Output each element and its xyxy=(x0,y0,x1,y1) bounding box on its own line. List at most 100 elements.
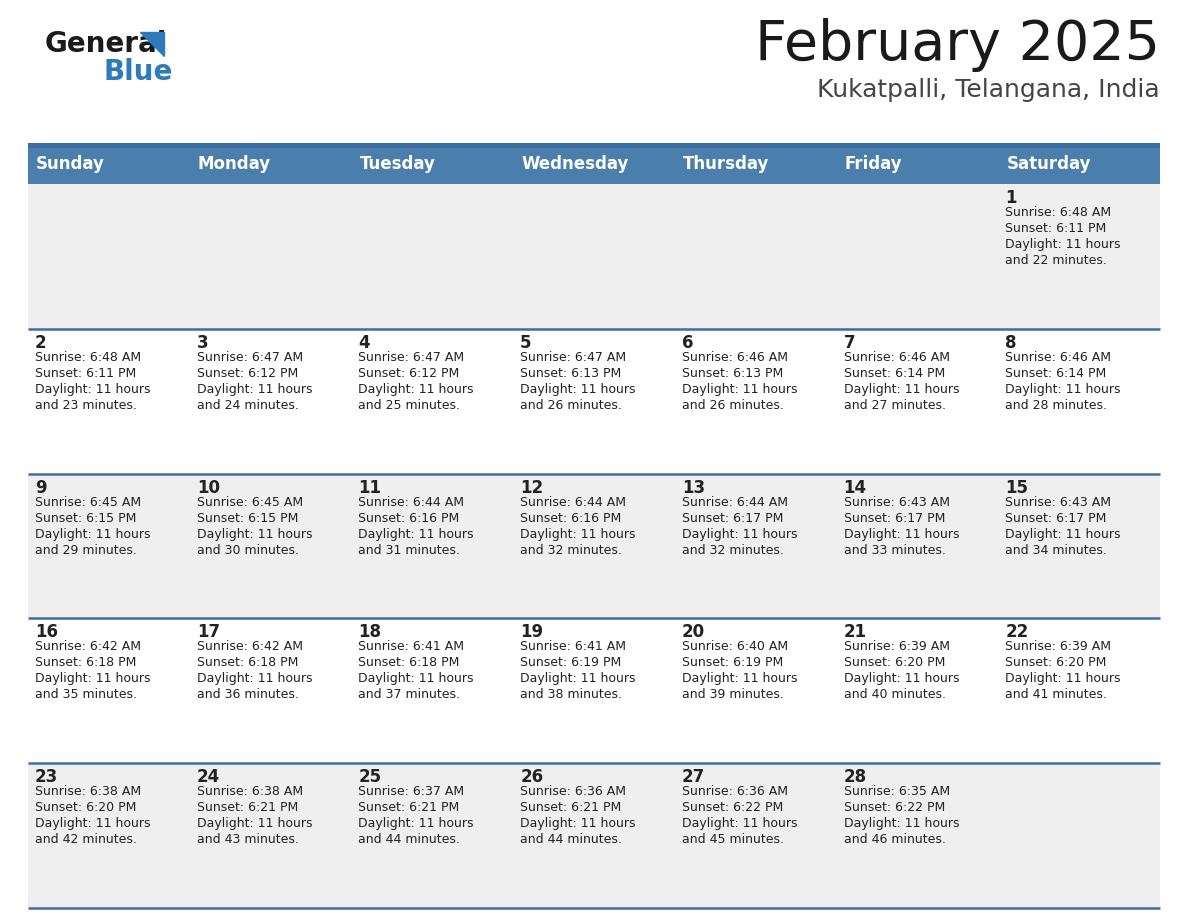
Text: Sunrise: 6:38 AM: Sunrise: 6:38 AM xyxy=(197,785,303,798)
Text: 19: 19 xyxy=(520,623,543,642)
Text: Sunset: 6:20 PM: Sunset: 6:20 PM xyxy=(1005,656,1107,669)
Text: Daylight: 11 hours: Daylight: 11 hours xyxy=(682,817,797,830)
Text: and 26 minutes.: and 26 minutes. xyxy=(520,398,623,412)
Text: 16: 16 xyxy=(34,623,58,642)
Text: Daylight: 11 hours: Daylight: 11 hours xyxy=(359,672,474,686)
Text: 3: 3 xyxy=(197,334,208,352)
Text: Sunset: 6:12 PM: Sunset: 6:12 PM xyxy=(359,367,460,380)
Text: and 33 minutes.: and 33 minutes. xyxy=(843,543,946,556)
Text: Sunrise: 6:38 AM: Sunrise: 6:38 AM xyxy=(34,785,141,798)
Text: Daylight: 11 hours: Daylight: 11 hours xyxy=(197,528,312,541)
Text: Sunset: 6:15 PM: Sunset: 6:15 PM xyxy=(34,511,137,524)
Text: Sunset: 6:20 PM: Sunset: 6:20 PM xyxy=(34,801,137,814)
Text: 24: 24 xyxy=(197,768,220,786)
Text: 9: 9 xyxy=(34,478,46,497)
Text: Daylight: 11 hours: Daylight: 11 hours xyxy=(197,817,312,830)
Text: Sunrise: 6:44 AM: Sunrise: 6:44 AM xyxy=(682,496,788,509)
Text: and 32 minutes.: and 32 minutes. xyxy=(520,543,623,556)
Text: 18: 18 xyxy=(359,623,381,642)
Text: Daylight: 11 hours: Daylight: 11 hours xyxy=(34,672,151,686)
Text: Sunset: 6:22 PM: Sunset: 6:22 PM xyxy=(682,801,783,814)
Text: and 28 minutes.: and 28 minutes. xyxy=(1005,398,1107,412)
Text: 27: 27 xyxy=(682,768,706,786)
Text: Sunrise: 6:44 AM: Sunrise: 6:44 AM xyxy=(520,496,626,509)
Text: Daylight: 11 hours: Daylight: 11 hours xyxy=(843,383,959,396)
Bar xyxy=(29,763,1159,908)
Text: Sunrise: 6:48 AM: Sunrise: 6:48 AM xyxy=(34,351,141,364)
Text: 8: 8 xyxy=(1005,334,1017,352)
Text: Sunrise: 6:45 AM: Sunrise: 6:45 AM xyxy=(197,496,303,509)
Text: Wednesday: Wednesday xyxy=(522,155,628,173)
Text: Sunrise: 6:41 AM: Sunrise: 6:41 AM xyxy=(520,641,626,654)
Text: 12: 12 xyxy=(520,478,543,497)
Text: Sunrise: 6:45 AM: Sunrise: 6:45 AM xyxy=(34,496,141,509)
Text: Sunset: 6:18 PM: Sunset: 6:18 PM xyxy=(359,656,460,669)
Text: 7: 7 xyxy=(843,334,855,352)
Text: General: General xyxy=(45,30,168,58)
Text: Sunrise: 6:39 AM: Sunrise: 6:39 AM xyxy=(1005,641,1111,654)
Text: Sunrise: 6:39 AM: Sunrise: 6:39 AM xyxy=(843,641,949,654)
Text: Sunset: 6:14 PM: Sunset: 6:14 PM xyxy=(1005,367,1106,380)
Text: Daylight: 11 hours: Daylight: 11 hours xyxy=(1005,238,1120,251)
Text: 13: 13 xyxy=(682,478,704,497)
Text: Sunday: Sunday xyxy=(36,155,105,173)
Text: Tuesday: Tuesday xyxy=(360,155,435,173)
Text: Daylight: 11 hours: Daylight: 11 hours xyxy=(34,528,151,541)
Text: Sunset: 6:17 PM: Sunset: 6:17 PM xyxy=(682,511,783,524)
Text: and 34 minutes.: and 34 minutes. xyxy=(1005,543,1107,556)
Text: and 35 minutes.: and 35 minutes. xyxy=(34,688,137,701)
Text: 2: 2 xyxy=(34,334,46,352)
Bar xyxy=(29,474,1159,619)
Text: 6: 6 xyxy=(682,334,694,352)
Text: and 37 minutes.: and 37 minutes. xyxy=(359,688,461,701)
Text: Daylight: 11 hours: Daylight: 11 hours xyxy=(682,672,797,686)
Text: and 26 minutes.: and 26 minutes. xyxy=(682,398,784,412)
Text: 22: 22 xyxy=(1005,623,1029,642)
Text: Daylight: 11 hours: Daylight: 11 hours xyxy=(197,672,312,686)
Bar xyxy=(29,329,1159,474)
Text: Sunset: 6:12 PM: Sunset: 6:12 PM xyxy=(197,367,298,380)
Text: Daylight: 11 hours: Daylight: 11 hours xyxy=(520,817,636,830)
Text: Sunrise: 6:43 AM: Sunrise: 6:43 AM xyxy=(1005,496,1111,509)
Text: Sunset: 6:22 PM: Sunset: 6:22 PM xyxy=(843,801,944,814)
Text: and 24 minutes.: and 24 minutes. xyxy=(197,398,298,412)
Text: Daylight: 11 hours: Daylight: 11 hours xyxy=(520,383,636,396)
Text: 5: 5 xyxy=(520,334,532,352)
Text: Friday: Friday xyxy=(845,155,902,173)
Text: Sunrise: 6:36 AM: Sunrise: 6:36 AM xyxy=(682,785,788,798)
Bar xyxy=(29,148,1159,184)
Text: and 41 minutes.: and 41 minutes. xyxy=(1005,688,1107,701)
Text: 28: 28 xyxy=(843,768,867,786)
Bar xyxy=(29,619,1159,763)
Text: Thursday: Thursday xyxy=(683,155,770,173)
Text: Sunset: 6:20 PM: Sunset: 6:20 PM xyxy=(843,656,944,669)
Text: Sunset: 6:11 PM: Sunset: 6:11 PM xyxy=(1005,222,1106,235)
Text: 23: 23 xyxy=(34,768,58,786)
Text: Sunrise: 6:40 AM: Sunrise: 6:40 AM xyxy=(682,641,788,654)
Text: Sunset: 6:19 PM: Sunset: 6:19 PM xyxy=(682,656,783,669)
Text: and 32 minutes.: and 32 minutes. xyxy=(682,543,784,556)
Text: Sunset: 6:17 PM: Sunset: 6:17 PM xyxy=(1005,511,1107,524)
Text: Daylight: 11 hours: Daylight: 11 hours xyxy=(359,383,474,396)
Text: Sunset: 6:11 PM: Sunset: 6:11 PM xyxy=(34,367,137,380)
Text: Sunrise: 6:44 AM: Sunrise: 6:44 AM xyxy=(359,496,465,509)
Text: and 23 minutes.: and 23 minutes. xyxy=(34,398,137,412)
Text: Sunset: 6:21 PM: Sunset: 6:21 PM xyxy=(197,801,298,814)
Text: and 39 minutes.: and 39 minutes. xyxy=(682,688,784,701)
Text: Sunrise: 6:47 AM: Sunrise: 6:47 AM xyxy=(197,351,303,364)
Text: Daylight: 11 hours: Daylight: 11 hours xyxy=(34,383,151,396)
Text: 4: 4 xyxy=(359,334,369,352)
Text: Daylight: 11 hours: Daylight: 11 hours xyxy=(520,672,636,686)
Text: Daylight: 11 hours: Daylight: 11 hours xyxy=(843,528,959,541)
Text: and 22 minutes.: and 22 minutes. xyxy=(1005,254,1107,267)
Text: Sunrise: 6:47 AM: Sunrise: 6:47 AM xyxy=(520,351,626,364)
Text: Daylight: 11 hours: Daylight: 11 hours xyxy=(359,528,474,541)
Text: Sunset: 6:16 PM: Sunset: 6:16 PM xyxy=(359,511,460,524)
Text: Sunset: 6:13 PM: Sunset: 6:13 PM xyxy=(520,367,621,380)
Text: and 44 minutes.: and 44 minutes. xyxy=(359,834,460,846)
Bar xyxy=(29,143,1159,148)
Text: Sunrise: 6:42 AM: Sunrise: 6:42 AM xyxy=(34,641,141,654)
Text: Daylight: 11 hours: Daylight: 11 hours xyxy=(34,817,151,830)
Text: Daylight: 11 hours: Daylight: 11 hours xyxy=(197,383,312,396)
Text: Sunrise: 6:41 AM: Sunrise: 6:41 AM xyxy=(359,641,465,654)
